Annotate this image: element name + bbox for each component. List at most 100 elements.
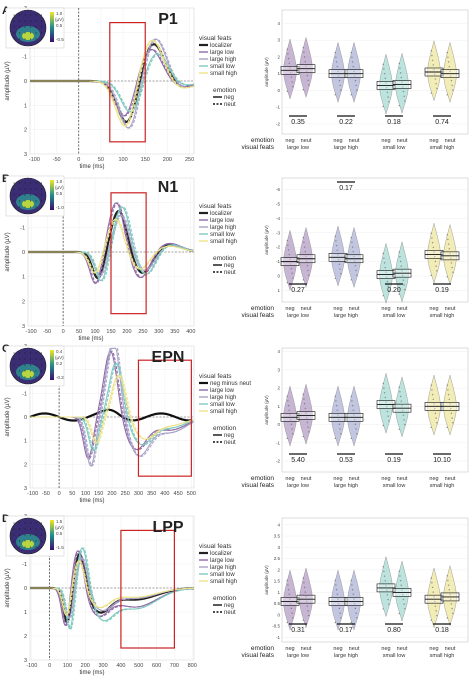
- electrode-dot: [30, 376, 31, 378]
- violin-point: [382, 252, 384, 255]
- electrode-dot: [30, 188, 31, 190]
- colorbar-tick: -1.5: [56, 545, 64, 550]
- condition-tick-label: large high: [334, 653, 358, 659]
- violin-point: [286, 282, 288, 284]
- electrode-dot: [19, 528, 20, 530]
- violin-point: [289, 598, 291, 600]
- violin-point: [352, 409, 354, 411]
- violin-point: [304, 407, 306, 410]
- waveform-y-axis-label: amplitude (µV): [5, 397, 11, 436]
- row-label-visual-feats: visual feats: [241, 312, 274, 319]
- violin-point: [308, 274, 310, 276]
- violin-point: [431, 389, 433, 391]
- electrode-dot: [41, 206, 42, 208]
- legend-item-large-low: large low: [210, 558, 235, 564]
- electrode-dot: [35, 188, 37, 190]
- waveform-y-axis-label: amplitude (µV): [5, 568, 11, 607]
- emotion-tick-label: neut: [349, 138, 360, 144]
- electrode-dot: [24, 26, 26, 28]
- y-tick-label: 0: [24, 586, 27, 592]
- electrode-dot: [13, 206, 15, 208]
- violin-point: [291, 81, 293, 83]
- violin-y-tick-label: -0.5: [272, 624, 280, 629]
- legend-item-small-high: small high: [210, 71, 237, 77]
- topomap-colorbar: [50, 350, 54, 380]
- violin-point: [353, 414, 355, 416]
- electrode-dot: [41, 32, 42, 34]
- violin-point: [433, 251, 435, 253]
- electrode-dot: [19, 358, 20, 360]
- violin-point: [290, 263, 292, 265]
- violin: [331, 226, 345, 286]
- violin-point: [304, 591, 306, 593]
- bayes-factor-value: 0.17: [339, 627, 353, 634]
- violin-point: [338, 80, 341, 82]
- violin-y-tick-label: -1: [276, 259, 280, 264]
- bayes-factor-value: 0.31: [291, 627, 305, 634]
- waveform-y-axis-label: amplitude (µV): [5, 232, 11, 271]
- electrode-dot: [13, 352, 15, 354]
- legend-item-small-low: small low: [210, 64, 235, 70]
- electrode-dot: [35, 522, 37, 524]
- violin-point: [354, 75, 356, 77]
- topomap-colorbar: [50, 520, 54, 550]
- violin: [283, 39, 297, 100]
- violin-y-tick-label: 2: [277, 54, 280, 59]
- violin-point: [340, 273, 342, 275]
- violin-point: [446, 575, 448, 577]
- electrode-dot: [24, 370, 26, 372]
- legend-item-neg-minus-neut: neg minus neut: [210, 381, 251, 387]
- violin-point: [305, 596, 307, 598]
- electrode-dot: [13, 14, 15, 16]
- electrode-dot: [41, 370, 42, 372]
- electrode-dot: [30, 370, 31, 372]
- roi-box: [137, 359, 192, 477]
- roi-box: [110, 192, 147, 315]
- violin-point: [350, 621, 352, 624]
- legend-item-large-high: large high: [210, 57, 236, 63]
- legend-item-neut: neut: [224, 440, 236, 446]
- violin-point: [335, 56, 337, 58]
- violin-point: [451, 266, 453, 269]
- electrode-dot: [19, 200, 20, 202]
- violin-point: [402, 409, 404, 412]
- legend-item-neg: neg: [224, 95, 234, 101]
- violin-y-tick-label: -3: [276, 230, 280, 235]
- violin-point: [450, 80, 453, 82]
- emotion-tick-label: neut: [397, 646, 408, 652]
- violin: [283, 570, 297, 631]
- x-tick-label: 50: [69, 491, 75, 497]
- violin-y-tick-label: 0.5: [274, 601, 281, 606]
- violin-point: [385, 401, 387, 403]
- x-tick-label: 300: [134, 491, 143, 497]
- violin-point: [338, 607, 341, 610]
- violin-point: [434, 73, 436, 76]
- violin-point: [289, 67, 291, 69]
- electrode-dot: [24, 194, 26, 196]
- violin-point: [431, 54, 433, 57]
- y-tick-label: 1: [24, 439, 27, 445]
- x-tick-label: 50: [98, 157, 104, 163]
- violin-point: [446, 384, 448, 386]
- violin-point: [337, 70, 339, 73]
- x-tick-label: 450: [174, 491, 183, 497]
- condition-tick-label: large low: [287, 313, 309, 319]
- violin-point: [292, 617, 294, 619]
- violin-point: [384, 396, 386, 399]
- x-tick-label: 150: [141, 157, 150, 163]
- legend-title-visual-feats: visual feats: [199, 35, 232, 42]
- x-tick-label: 800: [188, 663, 197, 669]
- violin-y-tick-label: 1: [277, 404, 280, 409]
- electrode-dot: [41, 20, 42, 22]
- violin-point: [335, 404, 338, 407]
- violin-point: [352, 251, 354, 253]
- violin-point: [382, 294, 384, 297]
- topomap-peak-region: [22, 370, 34, 378]
- violin-point: [383, 387, 385, 389]
- emotion-tick-label: neg: [381, 646, 390, 652]
- violin-point: [430, 619, 432, 621]
- violin-point: [451, 607, 453, 610]
- violin-point: [432, 398, 434, 401]
- condition-tick-label: small high: [430, 145, 455, 151]
- legend-item-neut: neut: [224, 102, 236, 108]
